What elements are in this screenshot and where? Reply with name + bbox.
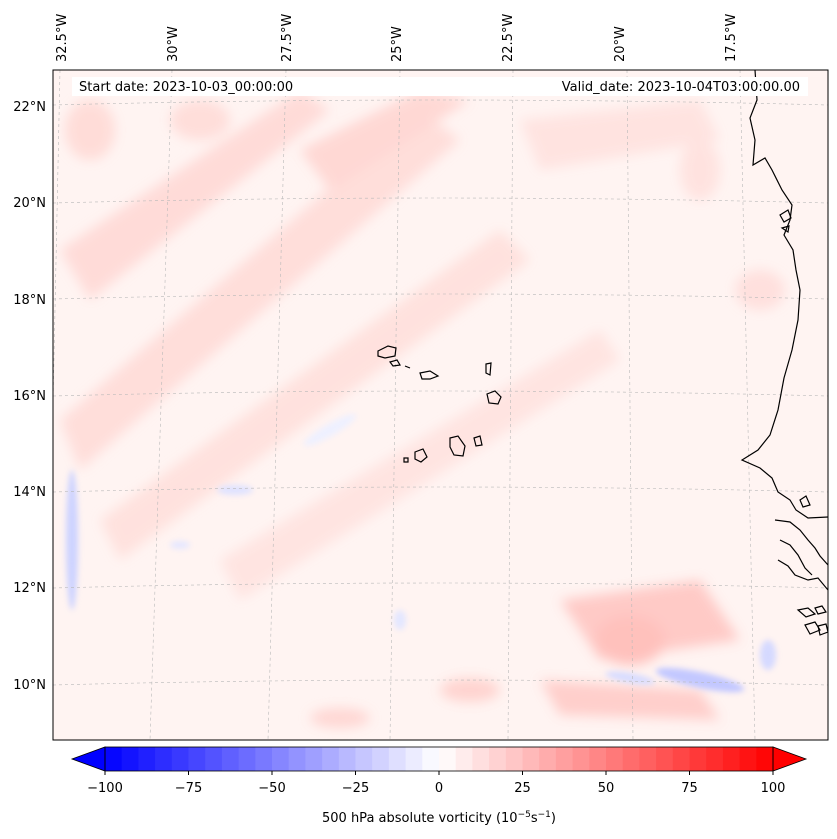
colorbar-segment: [255, 747, 273, 771]
colorbar-tick-label: 75: [681, 781, 698, 796]
colorbar-segment: [622, 747, 640, 771]
colorbar-segment: [455, 747, 473, 771]
africa-coastline: [740, 70, 828, 636]
colorbar-segment: [572, 747, 590, 771]
colorbar-segment: [338, 747, 356, 771]
lat-label: 22°N: [13, 100, 46, 115]
colorbar: −100 −75 −50 −25 0 25 50 75 100 500 hPa …: [70, 746, 808, 826]
latitude-labels: 22°N 20°N 18°N 16°N 14°N 12°N 10°N: [13, 100, 46, 693]
colorbar-segments: [105, 747, 774, 771]
colorbar-segment: [522, 747, 540, 771]
colorbar-segment: [739, 747, 757, 771]
colorbar-segment: [388, 747, 407, 771]
lat-label: 18°N: [13, 293, 46, 308]
info-banner: [72, 77, 808, 96]
colorbar-segment: [505, 747, 523, 771]
colorbar-segment: [706, 747, 724, 771]
colorbar-segment: [722, 747, 741, 771]
colorbar-segment: [322, 747, 340, 771]
colorbar-segment: [555, 747, 574, 771]
colorbar-segment: [221, 747, 240, 771]
colorbar-tick-label: −100: [87, 781, 123, 796]
colorbar-segment: [439, 747, 457, 771]
colorbar-ticks: −100 −75 −50 −25 0 25 50 75 100: [87, 771, 785, 796]
lon-label: 17.5°W: [724, 14, 739, 62]
colorbar-segment: [188, 747, 206, 771]
colorbar-title: 500 hPa absolute vorticity (10−5s−1): [322, 810, 556, 826]
colorbar-max-extend: [772, 746, 808, 772]
colorbar-segment: [121, 747, 139, 771]
lon-label: 32.5°W: [55, 14, 70, 62]
lon-label: 25°W: [390, 26, 405, 62]
colorbar-segment: [171, 747, 189, 771]
vorticity-field: [53, 70, 828, 740]
colorbar-segment: [305, 747, 323, 771]
colorbar-segment: [272, 747, 290, 771]
colorbar-tick-label: 100: [761, 781, 786, 796]
lat-label: 20°N: [13, 196, 46, 211]
colorbar-segment: [472, 747, 490, 771]
colorbar-segment: [539, 747, 557, 771]
cape-verde-islands: [377, 345, 502, 463]
colorbar-segment: [672, 747, 690, 771]
lat-label: 12°N: [13, 581, 46, 596]
start-date-text: Start date: 2023-10-03_00:00:00: [79, 80, 293, 95]
colorbar-segment: [639, 747, 657, 771]
lon-label: 30°W: [166, 26, 181, 62]
colorbar-segment: [205, 747, 223, 771]
colorbar-segment: [355, 747, 373, 771]
colorbar-segment: [606, 747, 624, 771]
lat-label: 10°N: [13, 678, 46, 693]
colorbar-tick-label: 50: [598, 781, 615, 796]
colorbar-segment: [155, 747, 173, 771]
colorbar-segment: [238, 747, 256, 771]
colorbar-segment: [138, 747, 156, 771]
colorbar-segment: [756, 747, 774, 771]
longitude-labels: 32.5°W 30°W 27.5°W 25°W 22.5°W 20°W 17.5…: [55, 14, 739, 62]
colorbar-segment: [689, 747, 707, 771]
colorbar-tick-label: −75: [175, 781, 202, 796]
lon-label: 27.5°W: [280, 14, 295, 62]
colorbar-segment: [589, 747, 607, 771]
colorbar-segment: [489, 747, 507, 771]
colorbar-min-extend: [70, 746, 106, 772]
colorbar-segment: [105, 747, 123, 771]
lon-label: 22.5°W: [501, 14, 516, 62]
colorbar-tick-label: 25: [514, 781, 531, 796]
lon-label: 20°W: [613, 26, 628, 62]
valid-date-text: Valid_date: 2023-10-04T03:00:00.00: [562, 80, 800, 95]
colorbar-tick-label: −50: [258, 781, 285, 796]
graticule: [53, 70, 828, 740]
map-plot-area: Start date: 2023-10-03_00:00:00 Valid_da…: [52, 69, 829, 741]
colorbar-segment: [372, 747, 390, 771]
colorbar-tick-label: −25: [342, 781, 369, 796]
colorbar-segment: [422, 747, 440, 771]
colorbar-tick-label: 0: [435, 781, 443, 796]
colorbar-segment: [288, 747, 306, 771]
colorbar-segment: [656, 747, 674, 771]
lat-label: 16°N: [13, 389, 46, 404]
lat-label: 14°N: [13, 485, 46, 500]
colorbar-segment: [405, 747, 423, 771]
